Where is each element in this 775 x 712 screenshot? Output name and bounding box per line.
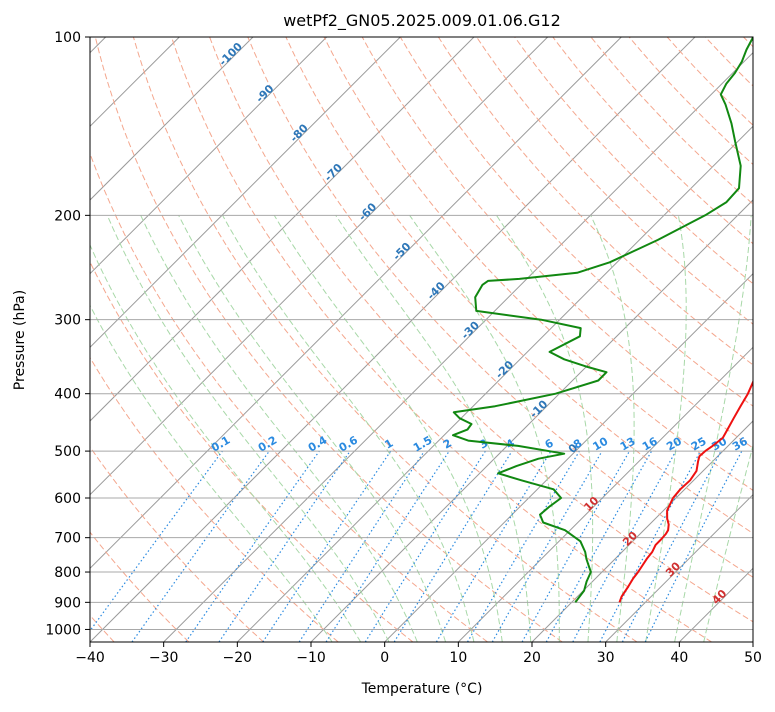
mixing-ratio-label: 3 <box>477 437 490 452</box>
moist-adiabat-line <box>410 215 560 642</box>
dry-adiabat-line <box>57 37 488 642</box>
mixing-ratio-line <box>573 451 676 642</box>
y-tick-label: 800 <box>54 565 81 581</box>
dry-adiabat-label: -70 <box>322 161 345 184</box>
dry-adiabat-line <box>95 37 562 642</box>
dry-adiabat-line <box>705 37 775 642</box>
x-tick-label: 20 <box>523 650 541 666</box>
moist-adiabat-line <box>179 215 446 642</box>
dry-adiabat-label: -100 <box>216 40 245 69</box>
x-tick-label: −30 <box>149 650 179 666</box>
dry-adiabat-line <box>0 37 338 642</box>
mixing-ratio-line <box>436 451 551 642</box>
isotherm-line <box>0 37 253 642</box>
moist-adiabat-line <box>591 215 634 642</box>
y-tick-label: 500 <box>54 444 81 460</box>
mixing-ratio-line <box>522 451 629 642</box>
y-tick-label: 200 <box>54 208 81 224</box>
y-tick-label: 400 <box>54 387 81 403</box>
moist-adiabat-line <box>675 215 752 642</box>
isotherm-line <box>16 37 621 642</box>
dry-adiabat-label: -80 <box>288 121 311 144</box>
mixing-ratio-label: 2 <box>441 437 454 452</box>
dry-adiabat-line <box>553 37 775 642</box>
dry-adiabat-line <box>667 37 775 642</box>
dry-adiabat-label: -30 <box>459 318 482 341</box>
dry-adiabats <box>0 37 775 642</box>
dry-adiabat-line <box>0 37 189 642</box>
mixing-ratio-label: 6 <box>543 436 556 451</box>
moist-adiabat-line <box>646 215 687 642</box>
x-tick-label: 30 <box>597 650 615 666</box>
mixing-ratio-line <box>82 451 223 642</box>
x-tick-label: 0 <box>380 650 389 666</box>
pressure-grid <box>90 37 753 629</box>
x-tick-label: −10 <box>296 650 326 666</box>
dry-adiabat-line <box>0 37 263 642</box>
dry-adiabat-line <box>744 37 775 642</box>
dry-adiabat-label: -20 <box>493 358 516 381</box>
mixing-ratio-line <box>468 451 580 642</box>
moist-adiabat-line <box>141 215 418 642</box>
moist-adiabat-line <box>704 215 775 642</box>
chart-title: wetPf2_GN05.2025.009.01.06.G12 <box>283 11 561 31</box>
axes: −40 −30 −20 −10 0 10 20 30 40 50 100 200 300 400 500 60… <box>45 30 762 666</box>
dry-adiabat-label: -90 <box>253 82 276 105</box>
dry-adiabat-label: -50 <box>390 240 413 263</box>
mixing-ratio-line <box>546 451 651 642</box>
isotherm-line <box>0 37 400 642</box>
x-axis-label: Temperature (°C) <box>361 681 483 697</box>
dry-adiabat-line <box>19 37 413 642</box>
dry-adiabat-line <box>477 37 775 642</box>
isotherm-line <box>0 37 327 642</box>
dry-adiabat-line <box>172 37 712 642</box>
moist-adiabat-line <box>51 215 333 642</box>
moist-adiabat-label: 10 <box>581 494 601 514</box>
x-tick-label: 10 <box>449 650 467 666</box>
dry-adiabat-line <box>438 37 775 642</box>
dry-adiabat-label: -60 <box>356 200 379 223</box>
y-tick-label: 100 <box>54 30 81 46</box>
y-tick-label: 600 <box>54 491 81 507</box>
y-tick-label: 700 <box>54 531 81 547</box>
x-tick-label: −20 <box>223 650 253 666</box>
isotherm-grid <box>0 37 775 642</box>
y-tick-label: 900 <box>54 595 81 611</box>
moist-adiabat-label: 30 <box>663 559 683 579</box>
x-tick-label: 40 <box>670 650 688 666</box>
isotherm-line <box>0 37 474 642</box>
x-tick-label: 50 <box>744 650 762 666</box>
y-axis-label: Pressure (hPa) <box>12 290 28 390</box>
dry-adiabat-label: -40 <box>425 279 448 302</box>
dry-adiabat-line <box>133 37 637 642</box>
isotherm-line <box>753 37 775 642</box>
dry-adiabat-line <box>591 37 775 642</box>
mixing-ratio-line <box>326 451 449 642</box>
y-tick-label: 1000 <box>45 622 81 638</box>
x-tick-label: −40 <box>75 650 105 666</box>
mixing-ratio-lines <box>82 451 742 642</box>
mixing-ratio-line <box>263 451 391 642</box>
moist-adiabat-line <box>78 215 361 642</box>
y-tick-label: 300 <box>54 313 81 329</box>
isotherm-line <box>311 37 775 642</box>
isotherm-line <box>90 37 695 642</box>
